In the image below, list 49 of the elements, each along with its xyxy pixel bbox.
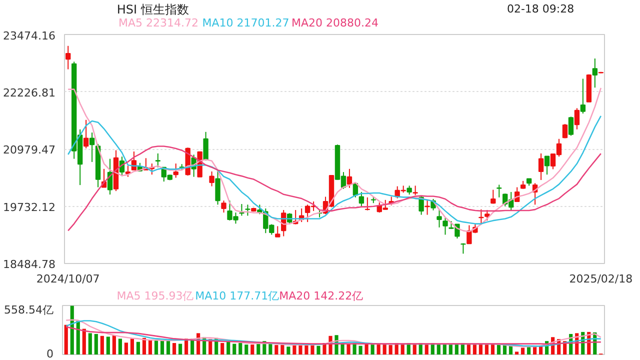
y-tick-label: 558.54亿 bbox=[4, 304, 54, 316]
chart-title: HSI 恒生指数 bbox=[116, 2, 189, 16]
candlestick bbox=[460, 242, 466, 254]
candlestick bbox=[580, 78, 586, 114]
candlestick bbox=[89, 132, 95, 162]
candlestick bbox=[364, 196, 370, 211]
x-tick-label: 2025/02/18 bbox=[569, 272, 633, 286]
candlestick bbox=[544, 156, 550, 176]
candlestick bbox=[568, 116, 574, 136]
candlestick bbox=[358, 191, 364, 207]
text: MA10 177.71亿 bbox=[195, 290, 280, 302]
text: MA5 22314.72 bbox=[118, 16, 198, 30]
candlestick bbox=[424, 199, 430, 216]
y-tick-label: 20979.47 bbox=[3, 144, 56, 156]
candlestick bbox=[221, 200, 226, 214]
candlestick bbox=[436, 208, 442, 228]
candlestick bbox=[574, 108, 580, 130]
candlestick bbox=[484, 210, 490, 221]
y-tick-label: 23474.16 bbox=[3, 30, 56, 42]
candlestick bbox=[65, 45, 71, 70]
x-tick-label: 2024/10/07 bbox=[36, 272, 100, 286]
candlestick bbox=[209, 170, 214, 187]
y-tick-label: 19732.12 bbox=[3, 200, 56, 214]
candlestick bbox=[215, 169, 220, 206]
line-series bbox=[67, 146, 602, 232]
candlestick bbox=[490, 189, 496, 204]
candlestick bbox=[203, 131, 208, 161]
text: MA20 142.22亿 bbox=[279, 290, 364, 302]
y-tick-label: 0 bbox=[46, 348, 54, 360]
candlestick bbox=[478, 208, 484, 224]
candlestick bbox=[239, 204, 244, 216]
candlestick bbox=[538, 152, 544, 180]
candlestick bbox=[592, 58, 598, 88]
candlestick bbox=[245, 204, 250, 216]
candlestick bbox=[155, 152, 160, 168]
text: 02-18 09:28 bbox=[506, 2, 574, 16]
text: MA5 195.93亿 bbox=[116, 290, 194, 302]
candlestick bbox=[173, 163, 178, 178]
candlestick bbox=[442, 217, 448, 236]
text: MA20 20880.24 bbox=[291, 16, 378, 30]
candlestick bbox=[412, 185, 418, 196]
candlestick bbox=[83, 119, 89, 149]
y-tick-label: 22226.81 bbox=[3, 86, 56, 100]
y-tick-label: 18484.78 bbox=[3, 258, 56, 271]
text: MA10 21701.27 bbox=[202, 16, 290, 30]
candlestick bbox=[346, 168, 352, 188]
candlestick bbox=[418, 195, 424, 216]
candlestick bbox=[275, 226, 280, 238]
candlestick bbox=[562, 124, 568, 139]
